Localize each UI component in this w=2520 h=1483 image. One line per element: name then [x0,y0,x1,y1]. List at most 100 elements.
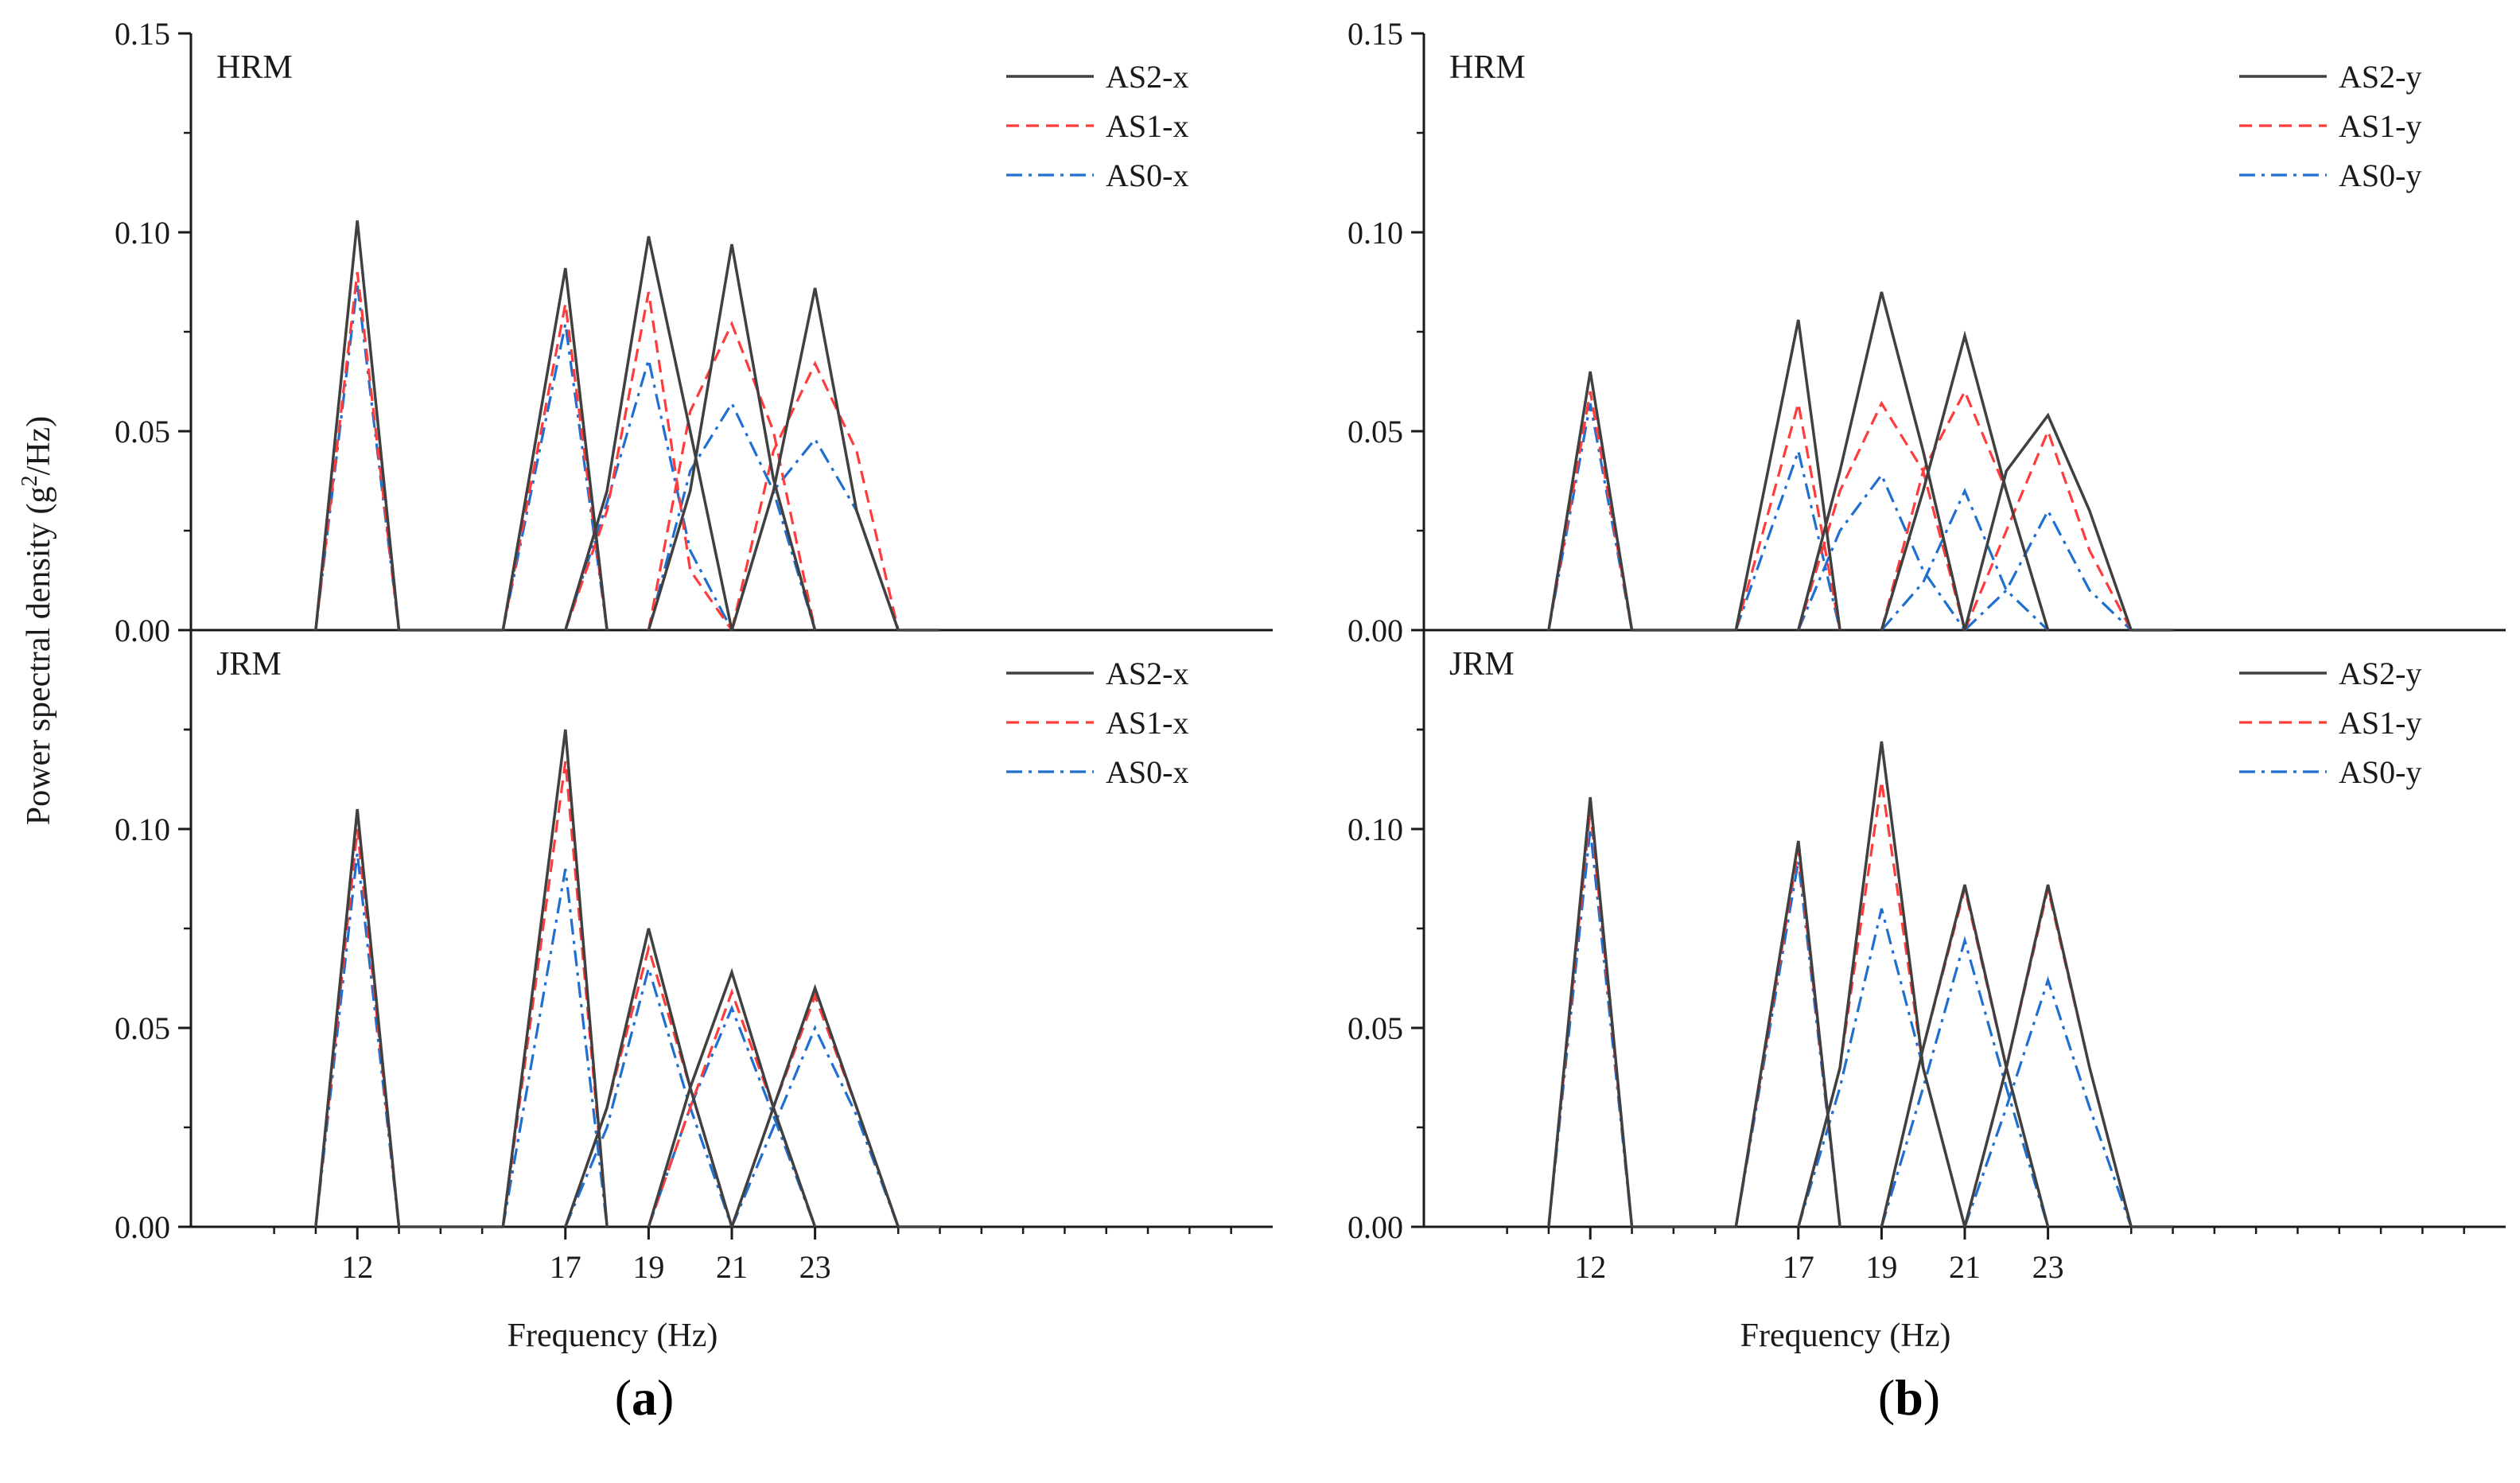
x-tick-label: 21 [716,1249,748,1285]
y-tick-label: 0.00 [1348,1209,1403,1245]
series-line-as1-x [647,988,817,1228]
y-tick-label: 0.10 [1348,812,1403,847]
caption-a: (a) [615,1369,675,1426]
series-line-as0-x [647,1004,817,1228]
y-tick-label: 0.05 [1348,1010,1403,1046]
series-line-as0-y [1963,975,2133,1228]
legend-label-as2-x: AS2-x [1106,656,1188,691]
y-axis-title: Power spectral density (g2/Hz) [18,416,57,825]
series-line-as1-y [1880,388,2050,631]
y-tick-label: 0.15 [1348,16,1403,52]
legend-label-as2-y: AS2-y [2339,59,2421,95]
x-tick-label: 23 [799,1249,831,1285]
legend-label-as1-y: AS1-y [2339,108,2421,144]
series-line-as1-x [564,291,733,631]
series-line-as0-x [314,283,401,631]
series-line-as2-y [1963,884,2133,1228]
series-line-as0-x [564,963,733,1228]
series-line-as0-y [1797,472,1966,631]
series-line-as1-y [1963,888,2133,1228]
series-line-as1-x [647,320,817,631]
y-tick-label: 0.05 [115,414,170,450]
series-line-as0-y [1963,508,2133,632]
series-line-as0-y [1880,936,2050,1228]
series-line-as2-x [647,243,817,631]
x-axis-title: Frequency (Hz) [508,1318,718,1354]
series-line-as1-y [1963,427,2133,631]
legend-label-as2-x: AS2-x [1106,59,1188,95]
series-line-as0-x [501,868,609,1228]
legend-label-as1-x: AS1-x [1106,108,1188,144]
panel-a-hrm: 0.00 0.05 0.10 0.15 HRM AS2-x AS1-x AS0-x [115,16,1273,648]
series-line-as0-y [1547,403,1634,631]
legend-label-as2-y: AS2-y [2339,656,2421,691]
series-line-as1-y [1547,391,1634,631]
series-line-as1-x [501,303,609,631]
series-line-as2-x [730,287,900,631]
series-line-as2-y [1547,796,1634,1228]
panel-b-hrm: 0.00 0.05 0.10 0.15 HRM AS2-y AS1-y AS0-y [1348,16,2506,648]
series-line-as1-x [314,271,401,631]
series-line-as1-x [314,828,401,1228]
series-line-as2-x [564,928,733,1228]
series-line-as1-y [1734,403,1841,631]
series-line-as0-y [1734,446,1841,631]
legend-label-as1-y: AS1-y [2339,705,2421,741]
legend-label-as0-x: AS0-x [1106,754,1188,790]
series-line-as1-x [501,761,609,1228]
series-line-as2-x [730,983,900,1228]
x-tick-label: 17 [550,1249,581,1285]
x-tick-label: 12 [341,1249,373,1285]
y-tick-label: 0.05 [1348,414,1403,450]
series-line-as0-x [647,400,817,631]
y-tick-label: 0.00 [115,1209,170,1245]
legend-label-as1-x: AS1-x [1106,705,1188,741]
series-line-as1-y [1547,808,1634,1228]
series-line-as0-x [314,852,401,1228]
series-line-as2-y [1734,840,1841,1228]
series-line-as0-y [1734,860,1841,1228]
x-tick-label: 17 [1783,1249,1814,1285]
x-tick-label: 19 [632,1249,664,1285]
series-line-as2-x [501,267,609,631]
y-tick-label: 0.15 [115,16,170,52]
series-line-as2-x [314,220,401,631]
series-line-as2-x [501,729,609,1228]
panel-label: JRM [1449,646,1515,683]
y-tick-label: 0.00 [115,613,170,648]
panel-label: HRM [216,49,293,86]
y-tick-label: 0.10 [115,215,170,251]
x-axis-title: Frequency (Hz) [1740,1318,1951,1354]
y-tick-label: 0.10 [1348,215,1403,251]
x-tick-label: 23 [2032,1249,2064,1285]
series-line-as2-x [564,235,733,631]
series-line-as2-y [1797,291,1966,631]
x-tick-label: 21 [1949,1249,1981,1285]
panel-b-jrm: 0.00 0.05 0.10 12 17 19 21 23 Frequency (Hz) JRM A… [1348,630,2506,1354]
legend-label-as0-y: AS0-y [2339,158,2421,193]
series-line-as2-y [1547,371,1634,631]
series-line-as2-y [1734,319,1841,631]
y-tick-label: 0.00 [1348,613,1403,648]
panel-label: JRM [216,646,282,683]
series-line-as0-x [730,1025,900,1228]
series-line-as2-y [1880,330,2050,631]
series-line-as2-x [314,808,401,1228]
x-tick-label: 19 [1865,1249,1897,1285]
y-tick-label: 0.10 [115,812,170,847]
series-line-as1-y [1797,400,1966,631]
series-line-as1-x [730,992,900,1228]
series-line-as0-x [501,323,609,631]
panel-label: HRM [1449,49,1526,86]
panel-a-jrm: 0.00 0.05 0.10 12 17 19 21 23 Frequency (Hz) JRM A… [115,630,1273,1354]
y-tick-label: 0.05 [115,1010,170,1046]
series-line-as1-x [730,360,900,631]
series-line-as0-y [1547,828,1634,1228]
series-line-as2-x [647,967,817,1228]
series-line-as0-y [1880,488,2049,632]
series-line-as2-y [1880,884,2050,1228]
caption-b: (b) [1878,1369,1940,1426]
series-line-as2-y [1963,412,2133,631]
legend-label-as0-y: AS0-y [2339,754,2421,790]
